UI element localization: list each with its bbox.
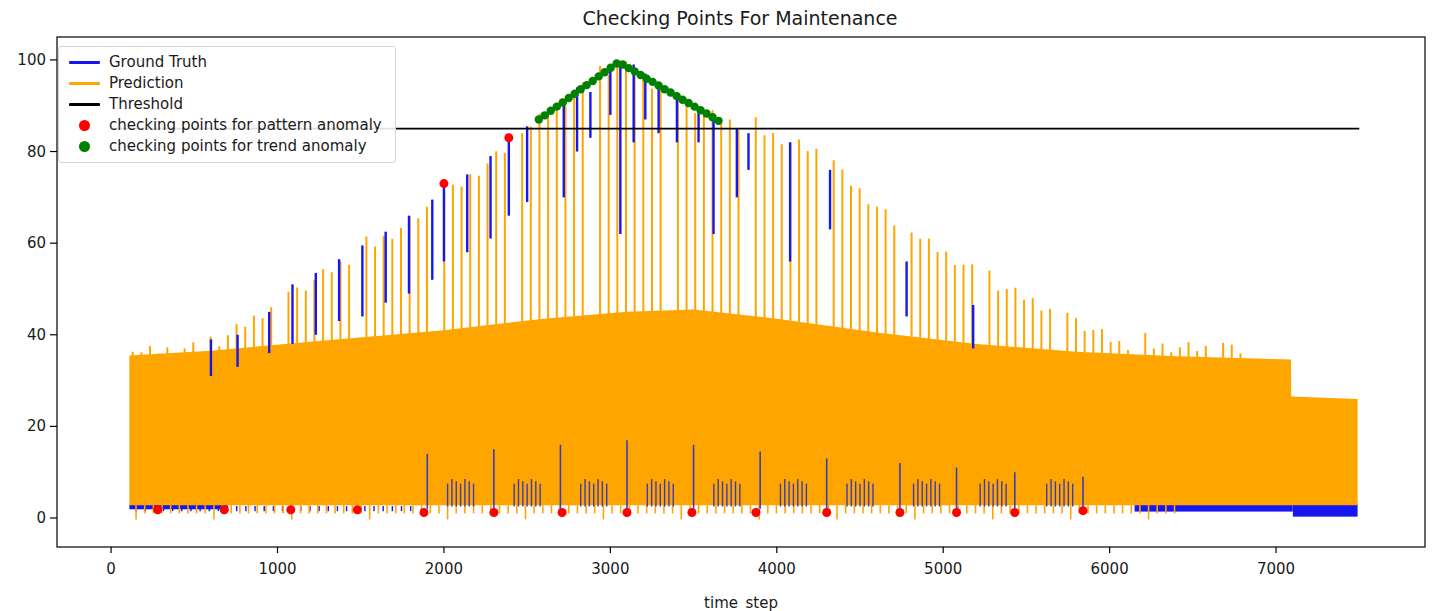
legend-dot-swatch <box>79 120 90 131</box>
ground-truth-band <box>1293 503 1358 516</box>
legend-line-swatch <box>69 82 100 85</box>
legend-dot-marker <box>59 120 109 131</box>
chart-figure: 0 1000 2000 3000 4000 5000 6000 7000 0 20 40 60 80 10… <box>0 0 1440 611</box>
pattern-anomaly-point <box>1079 506 1088 515</box>
legend-line-swatch <box>69 103 100 106</box>
pattern-anomaly-point <box>952 508 961 517</box>
x-tick-label: 4000 <box>758 560 796 578</box>
pattern-anomaly-point <box>439 179 448 188</box>
trend-anomaly-point <box>714 117 722 125</box>
legend-line-swatch <box>69 61 100 64</box>
pattern-anomaly-point <box>153 505 162 514</box>
x-tick-label: 5000 <box>924 560 962 578</box>
y-tick-label: 0 <box>36 509 46 527</box>
y-tick-label: 100 <box>17 51 46 69</box>
legend-item-label: Threshold <box>109 97 183 112</box>
x-tick-label: 2000 <box>425 560 463 578</box>
pattern-anomaly-point <box>353 505 362 514</box>
legend-item: Ground Truth <box>59 52 395 73</box>
pattern-anomaly-point <box>286 505 295 514</box>
legend-dot-swatch <box>79 141 90 152</box>
legend-item: Prediction <box>59 73 395 94</box>
x-tick-label: 6000 <box>1091 560 1129 578</box>
ground-truth-band <box>1135 504 1293 511</box>
legend-item: checking points for pattern anomaly <box>59 115 395 136</box>
legend-item: Threshold <box>59 94 395 115</box>
x-tick-label: 3000 <box>591 560 629 578</box>
pattern-anomaly-point <box>558 508 567 517</box>
legend-line-marker <box>59 103 109 106</box>
legend-line-marker <box>59 61 109 64</box>
chart-title: Checking Points For Maintenance <box>582 7 897 29</box>
legend-line-marker <box>59 82 109 85</box>
pattern-anomaly-point <box>895 508 904 517</box>
legend-item-label: Prediction <box>109 76 184 91</box>
y-tick-label: 60 <box>27 234 46 252</box>
x-tick-label: 7000 <box>1257 560 1295 578</box>
pattern-anomaly-point <box>751 508 760 517</box>
pattern-anomaly-point <box>822 508 831 517</box>
legend-item-label: Ground Truth <box>109 55 207 70</box>
x-axis-label: time_step <box>704 594 778 611</box>
pattern-anomaly-point <box>1010 508 1019 517</box>
pattern-anomaly-point <box>489 508 498 517</box>
legend-item: checking points for trend anomaly <box>59 136 395 157</box>
legend-item-label: checking points for trend anomaly <box>109 139 367 154</box>
pattern-anomaly-point <box>687 508 696 517</box>
pattern-anomaly-point <box>623 508 632 517</box>
pattern-anomaly-point <box>504 133 513 142</box>
pattern-anomaly-point <box>220 505 229 514</box>
y-tick-label: 80 <box>27 143 46 161</box>
x-tick-label: 0 <box>106 560 116 578</box>
x-tick-label: 1000 <box>258 560 296 578</box>
legend-dot-marker <box>59 141 109 152</box>
y-tick-label: 40 <box>27 326 46 344</box>
y-tick-label: 20 <box>27 417 46 435</box>
legend: Ground Truth Prediction Threshold checking … <box>58 46 396 163</box>
legend-item-label: checking points for pattern anomaly <box>109 118 382 133</box>
pattern-anomaly-point <box>419 508 428 517</box>
